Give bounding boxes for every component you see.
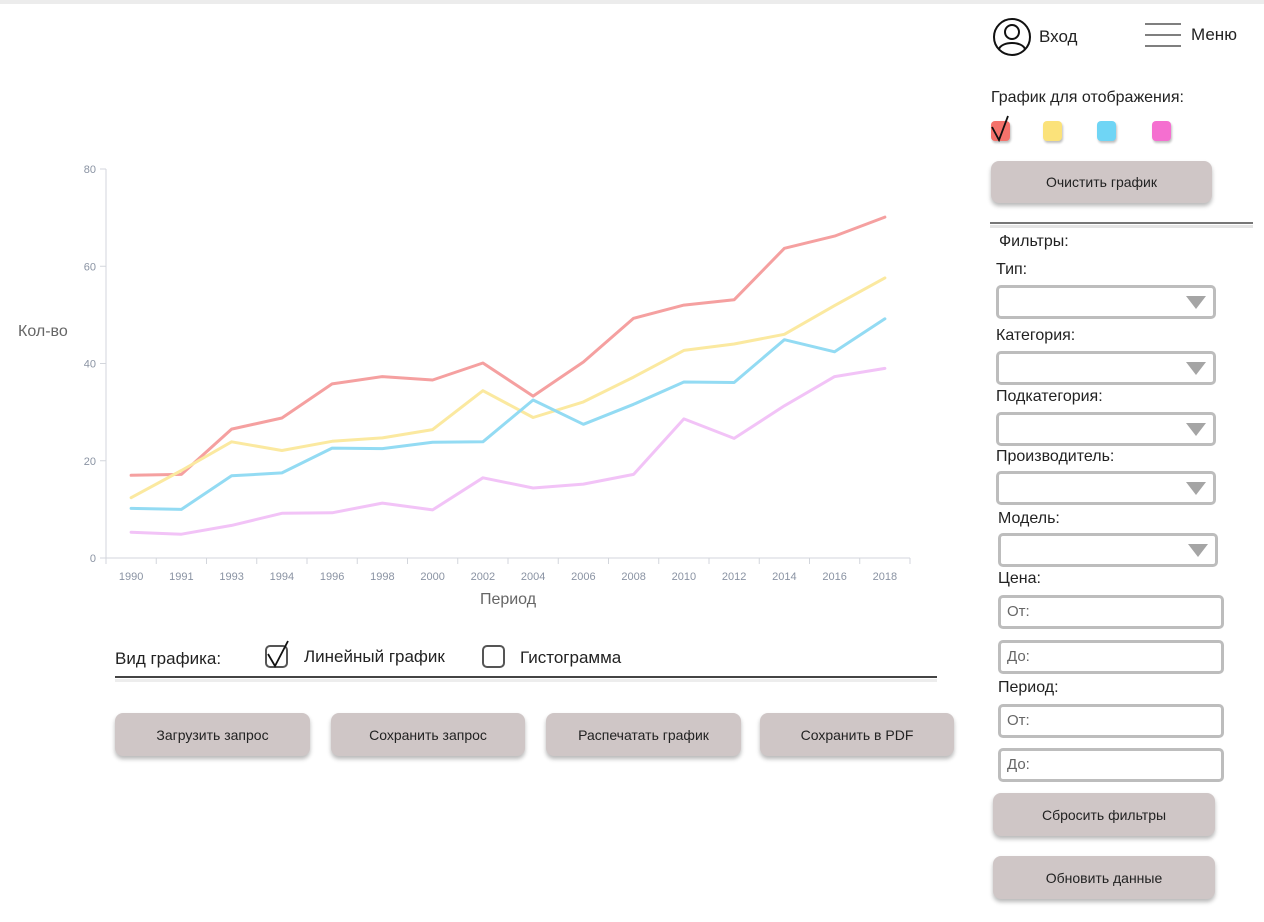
- x-tick-label: 1993: [219, 571, 243, 583]
- y-tick-label: 60: [84, 261, 96, 273]
- x-tick-label: 1998: [370, 571, 394, 583]
- refresh-data-button[interactable]: Обновить данные: [993, 856, 1215, 899]
- y-tick-label: 40: [84, 359, 96, 371]
- period-from-input[interactable]: От:: [998, 704, 1224, 738]
- x-tick-label: 2010: [672, 571, 696, 583]
- menu-label: Меню: [1191, 25, 1237, 44]
- model-select[interactable]: [998, 533, 1218, 567]
- chart-type-label: Вид графика:: [115, 649, 222, 668]
- category-select[interactable]: [996, 351, 1216, 385]
- panel-divider-shadow: [990, 225, 1253, 228]
- filters-label: Фильтры:: [999, 233, 1069, 250]
- x-tick-label: 2012: [722, 571, 746, 583]
- y-tick-label: 20: [84, 456, 96, 468]
- period-label: Период:: [998, 679, 1059, 696]
- chart-type-divider-shadow: [115, 679, 937, 682]
- y-axis-title: Кол-во: [18, 323, 68, 340]
- histogram-checkbox[interactable]: [482, 645, 505, 668]
- histogram-label: Гистограмма: [520, 648, 622, 667]
- model-label: Модель:: [998, 510, 1060, 527]
- user-icon: [993, 18, 1031, 56]
- price-from-input[interactable]: От:: [998, 595, 1224, 629]
- menu-button[interactable]: Меню: [1145, 22, 1237, 48]
- save-query-button[interactable]: Сохранить запрос: [331, 713, 525, 756]
- line-chart-checkbox[interactable]: [265, 640, 289, 668]
- login-label: Вход: [1039, 27, 1078, 46]
- chevron-down-icon: [1186, 296, 1206, 309]
- checkmark-icon: [267, 640, 289, 668]
- x-tick-label: 2000: [420, 571, 444, 583]
- x-axis-title: Период: [480, 591, 537, 608]
- price-label: Цена:: [998, 570, 1041, 587]
- chevron-down-icon: [1186, 482, 1206, 495]
- period-to-input[interactable]: До:: [998, 748, 1224, 782]
- color-swatch-1[interactable]: [991, 115, 1010, 142]
- panel-divider: [990, 222, 1253, 224]
- x-tick-label: 2018: [873, 571, 897, 583]
- series-line-3: [129, 317, 887, 511]
- chevron-down-icon: [1188, 544, 1208, 557]
- reset-filters-button[interactable]: Сбросить фильтры: [993, 793, 1215, 836]
- x-tick-label: 1994: [270, 571, 294, 583]
- line-chart: 0 20 40 60 80 1990 1991 1993 1994 1996 1998 2000 200…: [18, 164, 911, 608]
- x-tick-label: 1996: [320, 571, 344, 583]
- x-tick-label: 2004: [521, 571, 545, 583]
- checkmark-icon: [991, 115, 1009, 142]
- chevron-down-icon: [1186, 423, 1206, 436]
- x-tick-label: 2006: [571, 571, 595, 583]
- price-to-input[interactable]: До:: [998, 640, 1224, 674]
- series-line-1: [129, 215, 887, 477]
- x-tick-label: 2014: [772, 571, 796, 583]
- category-label: Категория:: [996, 327, 1076, 344]
- type-label: Тип:: [996, 261, 1028, 278]
- login-button[interactable]: Вход: [992, 17, 1077, 57]
- line-chart-label: Линейный график: [304, 647, 445, 666]
- manufacturer-select[interactable]: [996, 471, 1216, 505]
- y-tick-label: 80: [84, 164, 96, 176]
- chevron-down-icon: [1186, 362, 1206, 375]
- type-select[interactable]: [996, 285, 1216, 319]
- x-tick-label: 1991: [169, 571, 193, 583]
- print-chart-button[interactable]: Распечатать график: [546, 713, 741, 756]
- load-query-button[interactable]: Загрузить запрос: [115, 713, 310, 756]
- x-tick-label: 2016: [822, 571, 846, 583]
- clear-chart-button[interactable]: Очистить график: [991, 161, 1212, 203]
- hamburger-icon: [1145, 23, 1181, 47]
- series-line-4: [129, 366, 887, 536]
- color-swatch-2[interactable]: [1043, 121, 1062, 141]
- subcategory-label: Подкатегория:: [996, 388, 1103, 405]
- color-swatch-4[interactable]: [1152, 121, 1171, 141]
- x-tick-label: 1990: [119, 571, 143, 583]
- x-tick-label: 2002: [471, 571, 495, 583]
- save-pdf-button[interactable]: Сохранить в PDF: [760, 713, 954, 756]
- display-graph-label: График для отображения:: [991, 89, 1184, 106]
- top-strip: [0, 0, 1264, 4]
- chart-type-divider: [115, 676, 937, 678]
- manufacturer-label: Производитель:: [996, 448, 1115, 465]
- y-tick-label: 0: [90, 553, 96, 565]
- series-line-2: [129, 276, 887, 500]
- x-tick-label: 2008: [621, 571, 645, 583]
- color-swatch-3[interactable]: [1097, 121, 1116, 141]
- subcategory-select[interactable]: [996, 412, 1216, 446]
